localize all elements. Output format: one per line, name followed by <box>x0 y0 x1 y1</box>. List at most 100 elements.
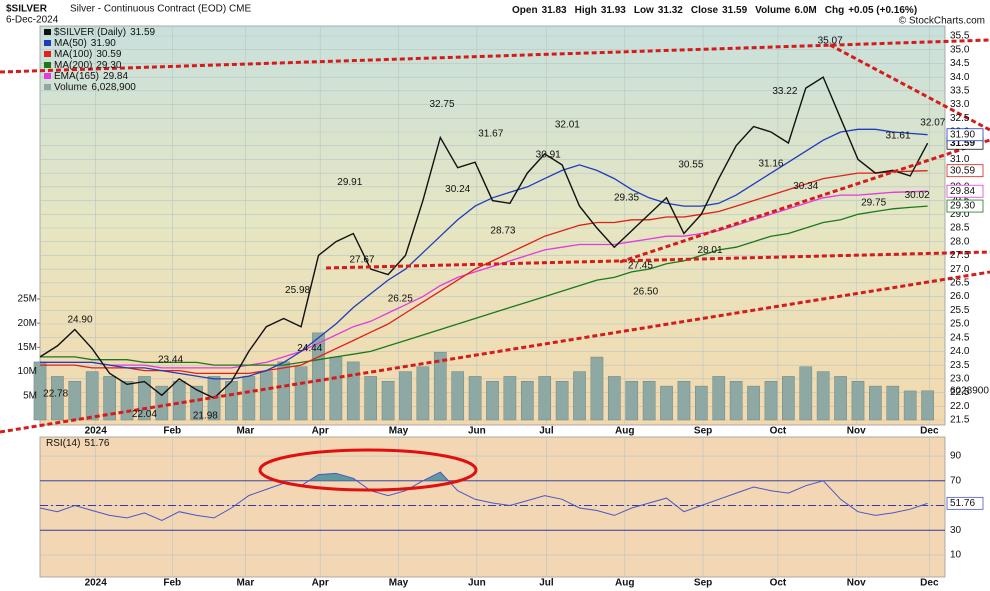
legend-swatch <box>44 29 51 35</box>
y-tick-label: 24.0 <box>950 346 970 357</box>
rsi-tick-label: 10 <box>950 550 962 561</box>
legend-swatch <box>44 51 51 57</box>
volume-bar <box>329 356 343 421</box>
price-annotation: 31.67 <box>478 129 503 140</box>
last-value: 51.76 <box>950 498 975 509</box>
y-tick-label: 28.5 <box>950 223 970 234</box>
y-tick-label: 26.5 <box>950 277 970 288</box>
x-tick-label: Feb <box>163 426 181 437</box>
quote: Open 31.83 High 31.93 Low 31.32 Close 31.59 Volu… <box>512 5 917 16</box>
y-tick-label: 27.5 <box>950 250 970 261</box>
rsi-tick-label: 90 <box>950 451 962 462</box>
price-annotation: 27.67 <box>349 254 374 265</box>
x-tick-label: Dec <box>920 578 939 589</box>
rsi-fill <box>308 472 449 481</box>
legend-entry: MA(100) 30.59 <box>54 49 122 60</box>
date: 6-Dec-2024 <box>6 15 59 26</box>
price-annotation: 29.91 <box>337 177 362 188</box>
volume-bar <box>677 381 691 421</box>
price-annotation: 23.44 <box>158 354 183 365</box>
volume-bar <box>103 376 116 421</box>
value-box <box>946 199 984 213</box>
volume-bar <box>277 361 290 421</box>
quote-value: 31.32 <box>658 5 683 16</box>
y-tick-label: 25.5 <box>950 305 970 316</box>
y2-tick-label: 15M <box>18 342 37 353</box>
volume-bar <box>851 381 865 421</box>
volume-bar <box>364 376 378 421</box>
legend-name: MA(50) <box>54 38 87 49</box>
volume-bar <box>486 381 499 421</box>
volume-bar <box>451 371 465 421</box>
x-tick-label: Sep <box>694 578 712 589</box>
legend-swatch <box>44 62 51 68</box>
price-annotation: 30.34 <box>793 181 818 192</box>
y-tick-label: 22.0 <box>950 401 970 412</box>
x-tick-label: May <box>389 426 409 437</box>
legend-entry: EMA(165) 29.84 <box>54 71 128 82</box>
price-annotation: 28.73 <box>490 225 515 236</box>
rsi-line <box>39 471 928 521</box>
volume-bar <box>520 381 534 421</box>
volume-bar <box>172 381 186 421</box>
x-tick-label: Oct <box>770 426 787 437</box>
y-tick-label: 23.5 <box>950 360 970 371</box>
legend-entry: MA(200) 29.30 <box>54 60 122 71</box>
x-tick-label: Nov <box>847 578 866 589</box>
legend-swatch <box>44 40 51 46</box>
x-tick-label: Sep <box>694 426 712 437</box>
price-line <box>39 76 929 399</box>
ma-line <box>40 170 928 375</box>
marks <box>33 76 934 521</box>
legend-name: MA(200) <box>54 60 92 71</box>
price-panel <box>39 25 946 426</box>
y2-tick-label: 10M <box>18 366 37 377</box>
volume-bar <box>259 371 273 421</box>
price-annotation: 29.35 <box>614 192 639 203</box>
y-tick-label: 33.5 <box>950 85 970 96</box>
volume-bar <box>642 381 656 421</box>
y2-tick-label: 20M <box>18 318 37 329</box>
volume-bar <box>886 385 900 421</box>
last-value: 29.30 <box>950 201 975 212</box>
y2-tick-label: 25M <box>18 294 37 305</box>
last-value: 31.90 <box>950 129 975 140</box>
volume-bar <box>416 366 430 421</box>
x-tick-label: Aug <box>615 578 634 589</box>
legend-entry: $SILVER (Daily) 31.59 <box>54 27 156 38</box>
x-tick-label: Apr <box>312 426 329 437</box>
price-annotation: 31.61 <box>885 130 910 141</box>
quote-label: Low <box>634 5 654 16</box>
quote-value: +0.05 (+0.16%) <box>848 5 917 16</box>
price-annotation: 30.24 <box>445 184 470 195</box>
y-tick-label: 33.0 <box>950 99 970 110</box>
volume-bar <box>538 376 552 421</box>
price-annotation: 26.25 <box>388 293 413 304</box>
highlight-ellipse <box>258 448 478 492</box>
y-tick-label: 32.5 <box>950 113 970 124</box>
volume-bar <box>242 376 256 421</box>
y-tick-label: 34.5 <box>950 58 970 69</box>
legend-name: EMA(165) <box>54 71 99 82</box>
legend-value: 51.76 <box>84 438 109 449</box>
volume-bar <box>399 371 412 421</box>
y-tick-label: 29.0 <box>950 209 970 220</box>
volume-bar <box>312 332 325 421</box>
quote-value: 6.0M <box>795 5 817 16</box>
x-tick-label: Jun <box>468 578 486 589</box>
volume-bar <box>729 381 743 421</box>
price-annotation: 32.07 <box>920 118 945 129</box>
volume-bar <box>468 376 482 421</box>
volume-bar <box>590 356 604 421</box>
trend-line <box>325 250 990 270</box>
volume-bar <box>816 371 830 421</box>
legend-name: RSI(14) <box>46 438 80 449</box>
y-tick-label: 35.5 <box>950 31 970 42</box>
quote-label: Open <box>512 5 538 16</box>
volume-bar <box>799 366 813 421</box>
last-value: 30.59 <box>950 165 975 176</box>
x-tick-label: May <box>389 578 409 589</box>
trend-lines <box>0 38 990 492</box>
legend-name: Volume <box>54 82 88 93</box>
